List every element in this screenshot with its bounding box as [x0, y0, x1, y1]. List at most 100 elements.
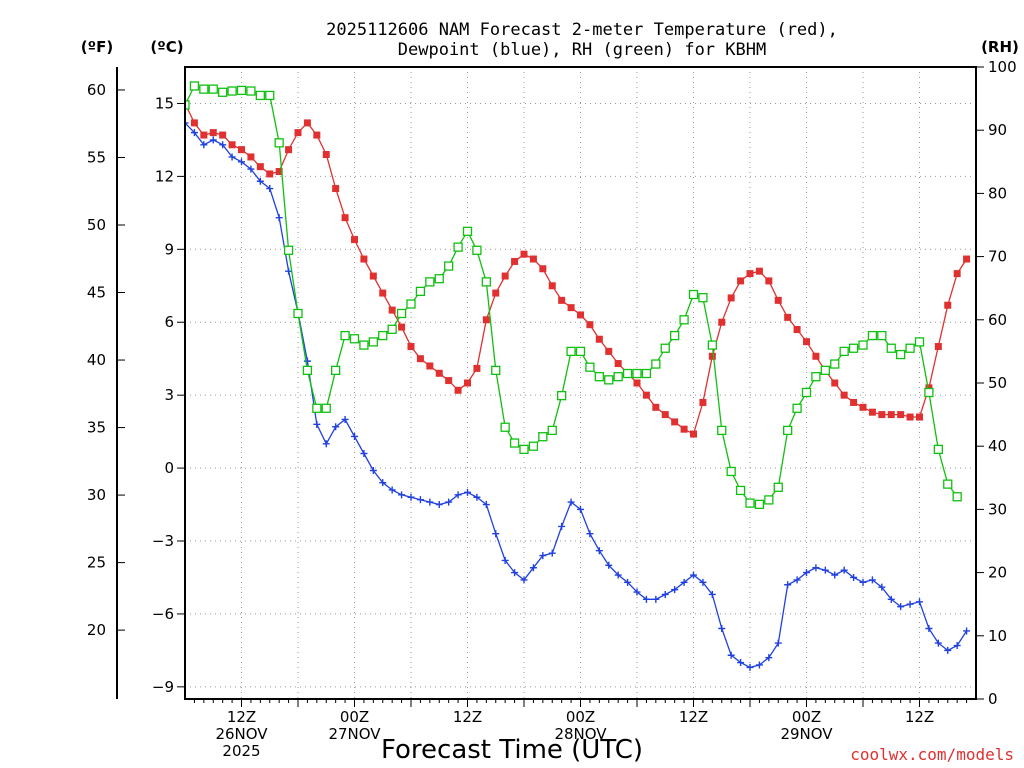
- series-rh: [185, 81, 962, 509]
- rh-tick-label-3: 70: [988, 248, 1007, 266]
- rh-point-80: [933, 444, 943, 455]
- dewpoint-point-64: [784, 581, 792, 589]
- temperature-point-27: [435, 369, 443, 377]
- temperature-point-14: [313, 131, 321, 139]
- rh-point-19: [359, 340, 369, 350]
- temperature-point-21: [379, 289, 387, 297]
- rh-point-57: [717, 425, 727, 436]
- temperature-point-26: [426, 362, 434, 370]
- rh-point-43: [585, 362, 595, 372]
- celsius-tick-label-0: 15: [155, 94, 174, 112]
- rh-point-0: [185, 100, 190, 110]
- temperature-point-64: [784, 313, 792, 321]
- rh-point-59: [735, 485, 746, 496]
- rh-point-39: [547, 425, 557, 436]
- temperature-point-49: [642, 391, 650, 399]
- dewpoint-point-2: [200, 141, 208, 149]
- temperature-point-31: [473, 364, 481, 372]
- temperature-point-30: [464, 379, 471, 387]
- rh-point-40: [557, 390, 567, 401]
- temperature-point-60: [746, 270, 754, 278]
- rh-point-69: [830, 359, 840, 369]
- temperature-point-23: [398, 323, 406, 331]
- dewpoint-point-59: [737, 659, 745, 667]
- rh-line: [185, 85, 958, 505]
- dewpoint-point-18: [351, 432, 358, 440]
- rh-point-49: [641, 368, 652, 379]
- rh-point-70: [839, 346, 849, 357]
- temperature-point-15: [322, 151, 330, 159]
- temperature-point-24: [407, 343, 415, 351]
- temperature-point-53: [680, 425, 688, 433]
- dewpoint-point-1: [190, 129, 198, 137]
- rh-point-68: [820, 365, 830, 376]
- rh-point-36: [519, 444, 529, 455]
- rh-point-2: [199, 84, 209, 94]
- temperature-point-22: [388, 306, 396, 314]
- chart-title-line1: 2025112606 NAM Forecast 2-meter Temperat…: [326, 20, 838, 40]
- dewpoint-point-34: [501, 556, 509, 564]
- rh-point-61: [754, 499, 765, 509]
- temperature-point-55: [699, 398, 707, 406]
- rh-point-52: [670, 330, 680, 341]
- rh-point-67: [811, 372, 821, 382]
- temperature-point-32: [482, 316, 490, 324]
- celsius-tick-label-3: 6: [164, 313, 174, 331]
- series-temperature: [185, 99, 971, 438]
- fahrenheit-tick-label-5: 35: [87, 419, 106, 437]
- rh-point-26: [425, 277, 435, 287]
- temperature-point-17: [341, 214, 349, 222]
- dewpoint-point-6: [238, 158, 245, 166]
- celsius-unit-label: (ºC): [150, 38, 183, 56]
- rh-point-32: [481, 277, 491, 287]
- dewpoint-point-4: [219, 141, 227, 149]
- temperature-point-43: [586, 321, 594, 329]
- rh-point-62: [764, 495, 774, 505]
- time-tick-label-4-0: 12Z: [679, 708, 708, 726]
- rh-point-25: [415, 286, 426, 297]
- celsius-tick-label-5: 0: [164, 459, 174, 477]
- dewpoint-point-62: [765, 654, 773, 662]
- time-tick-label-3-1: 28NOV: [554, 725, 607, 743]
- dewpoint-point-55: [699, 578, 707, 586]
- dewpoint-line: [185, 122, 968, 669]
- rh-point-63: [773, 482, 783, 492]
- plot-frame: [184, 66, 977, 700]
- rh-point-46: [613, 372, 623, 382]
- dewpoint-point-52: [671, 586, 679, 594]
- rh-point-35: [509, 438, 520, 448]
- dewpoint-point-63: [774, 639, 782, 647]
- dewpoint-point-24: [407, 493, 415, 501]
- dewpoint-point-70: [840, 566, 848, 574]
- dewpoint-point-29: [454, 491, 462, 499]
- dewpoint-point-3: [209, 136, 217, 144]
- rh-point-14: [312, 403, 322, 413]
- rh-point-23: [396, 308, 407, 319]
- rh-point-74: [877, 330, 887, 341]
- rh-point-55: [698, 293, 708, 303]
- dewpoint-point-44: [595, 547, 603, 555]
- dewpoint-point-31: [473, 493, 481, 501]
- dewpoint-point-78: [916, 598, 923, 606]
- fahrenheit-tick-label-2: 50: [87, 216, 106, 234]
- temperature-point-51: [661, 411, 669, 419]
- dewpoint-point-57: [718, 625, 726, 633]
- temperature-point-3: [209, 129, 217, 137]
- fahrenheit-tick-label-0: 60: [87, 81, 106, 99]
- temperature-point-8: [256, 163, 264, 171]
- dewpoint-point-13: [303, 357, 311, 365]
- rh-point-51: [660, 343, 670, 353]
- rh-point-66: [801, 387, 812, 398]
- rh-tick-label-2: 80: [988, 184, 1007, 202]
- temperature-point-66: [803, 338, 810, 346]
- temperature-point-9: [266, 170, 274, 178]
- rh-point-56: [707, 340, 717, 350]
- rh-tick-label-9: 10: [988, 627, 1007, 645]
- fahrenheit-tick-label-7: 25: [87, 554, 106, 572]
- rh-tick-label-8: 20: [988, 564, 1007, 582]
- temperature-point-39: [548, 282, 556, 290]
- temperature-point-54: [690, 430, 697, 438]
- temperature-point-41: [567, 304, 575, 312]
- rh-point-12: [293, 308, 303, 319]
- temperature-point-46: [614, 360, 622, 368]
